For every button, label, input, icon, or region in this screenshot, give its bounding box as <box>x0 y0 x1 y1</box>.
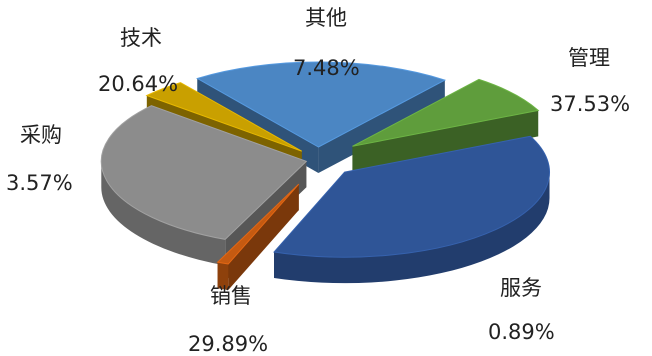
pie-slice-top-0 <box>273 135 550 258</box>
pie-slice-side-1 <box>217 262 229 290</box>
pie-slice-side-0 <box>274 172 550 284</box>
pie-slice-wall-1-1 <box>217 184 299 289</box>
slice-value-caigou: 3.57% <box>6 171 73 195</box>
slice-label-xiaoshou: 销售 <box>210 284 252 308</box>
slice-label-jishu: 技术 <box>120 26 162 50</box>
slice-label-fuwu: 服务 <box>500 276 542 300</box>
pie-slice-top-4 <box>195 61 447 148</box>
slice-value-jishu: 20.64% <box>98 72 179 96</box>
slice-value-xiaoshou: 29.89% <box>188 332 269 356</box>
slice-label-qita: 其他 <box>305 6 347 30</box>
slice-value-qita: 7.48% <box>293 56 360 80</box>
pie-slice-side-2 <box>101 161 226 266</box>
pie-slice-top-5 <box>352 78 540 147</box>
pie-slice-top-2 <box>100 105 308 240</box>
pie-slice-wall-5-1 <box>352 110 539 173</box>
pie-slice-1 <box>216 183 300 290</box>
pie-slice-0 <box>273 135 550 284</box>
slice-value-fuwu: 0.89% <box>488 320 555 344</box>
slice-label-caigou: 采购 <box>20 123 62 147</box>
pie-slice-wall-4-1 <box>318 80 445 174</box>
pie-slice-5 <box>352 78 540 173</box>
slice-label-guanli: 管理 <box>568 46 610 70</box>
slice-value-guanli: 37.53% <box>550 92 631 116</box>
pie-slice-top-3 <box>145 82 302 152</box>
pie-slice-top-1 <box>216 183 300 265</box>
